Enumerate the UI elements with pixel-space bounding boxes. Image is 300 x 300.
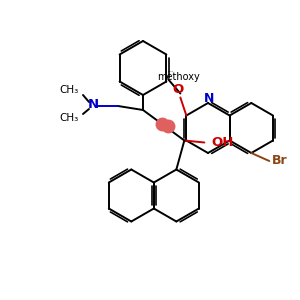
Text: methoxy: methoxy [157, 73, 200, 82]
Text: O: O [173, 83, 184, 96]
Text: N: N [204, 92, 214, 106]
Text: Br: Br [272, 154, 288, 167]
Text: CH₃: CH₃ [60, 85, 79, 95]
Text: CH₃: CH₃ [60, 113, 79, 123]
Text: N: N [87, 98, 99, 112]
Text: OH: OH [211, 136, 234, 149]
Text: methoxy: methoxy [168, 71, 175, 73]
